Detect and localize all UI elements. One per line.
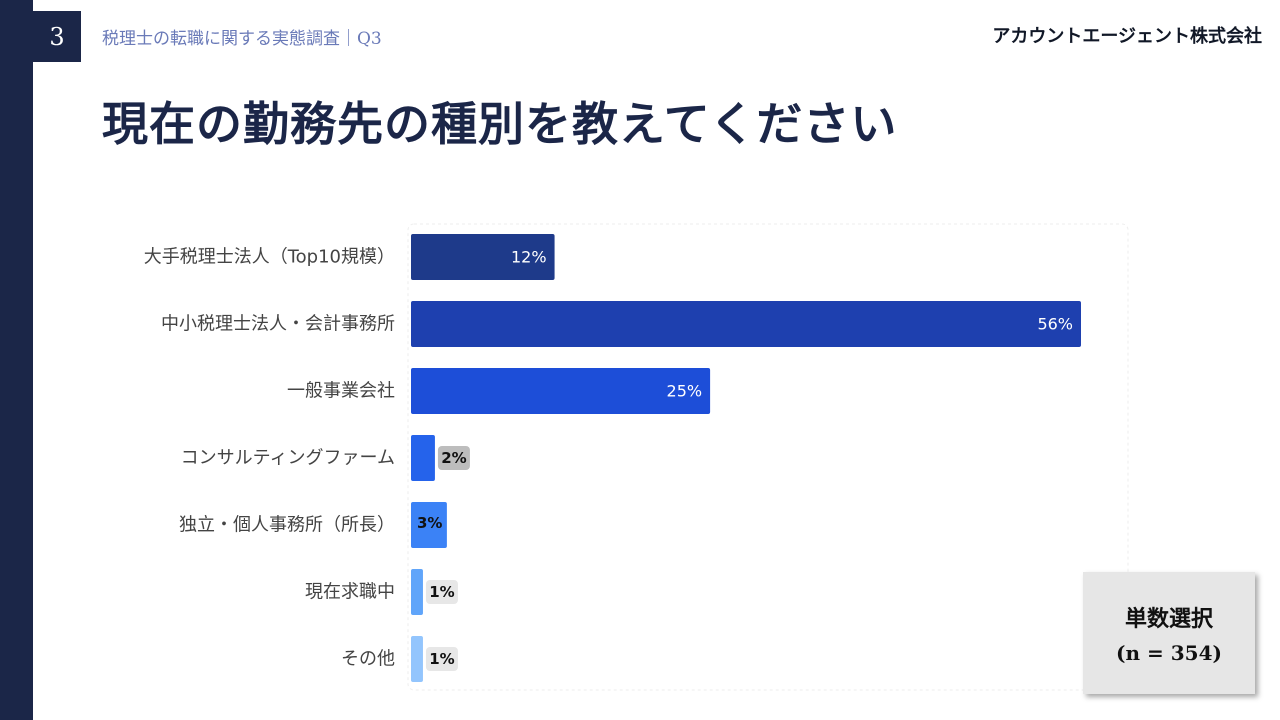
bar — [411, 368, 711, 414]
category-label: コンサルティングファーム — [181, 448, 395, 469]
page-number: 3 — [33, 11, 81, 62]
left-accent-band — [0, 0, 33, 720]
selection-type-label: 単数選択 — [1124, 606, 1213, 632]
bar — [411, 569, 423, 615]
value-label-background — [437, 446, 470, 470]
category-label: 現在求職中 — [305, 582, 395, 603]
bar — [411, 502, 447, 548]
sample-size-label: (n = 354) — [1116, 641, 1222, 665]
selection-note-box: 単数選択 (n = 354) — [1083, 572, 1255, 694]
value-label-background — [425, 647, 458, 671]
breadcrumb: 税理士の転職に関する実態調査｜Q3 — [102, 29, 382, 49]
bar — [411, 301, 1081, 347]
value-label: 2% — [441, 449, 466, 467]
category-label: 独立・個人事務所（所長） — [179, 515, 395, 536]
value-label: 25% — [667, 382, 703, 401]
bar — [411, 435, 435, 481]
category-label: 中小税理士法人・会計事務所 — [161, 314, 395, 335]
category-label: その他 — [341, 649, 395, 670]
value-label: 1% — [429, 583, 454, 601]
category-label: 大手税理士法人（Top10規模） — [144, 247, 395, 268]
company-name: アカウントエージェント株式会社 — [992, 26, 1262, 47]
value-label: 3% — [417, 514, 442, 532]
bar — [411, 234, 555, 280]
page-title: 現在の勤務先の種別を教えてください — [102, 97, 898, 151]
bar — [411, 636, 423, 682]
category-label: 一般事業会社 — [287, 381, 395, 402]
value-label-background — [425, 580, 458, 604]
plot-area-frame — [407, 223, 1129, 691]
value-label: 12% — [511, 248, 547, 267]
value-label: 56% — [1037, 315, 1073, 334]
value-label: 1% — [429, 650, 454, 668]
